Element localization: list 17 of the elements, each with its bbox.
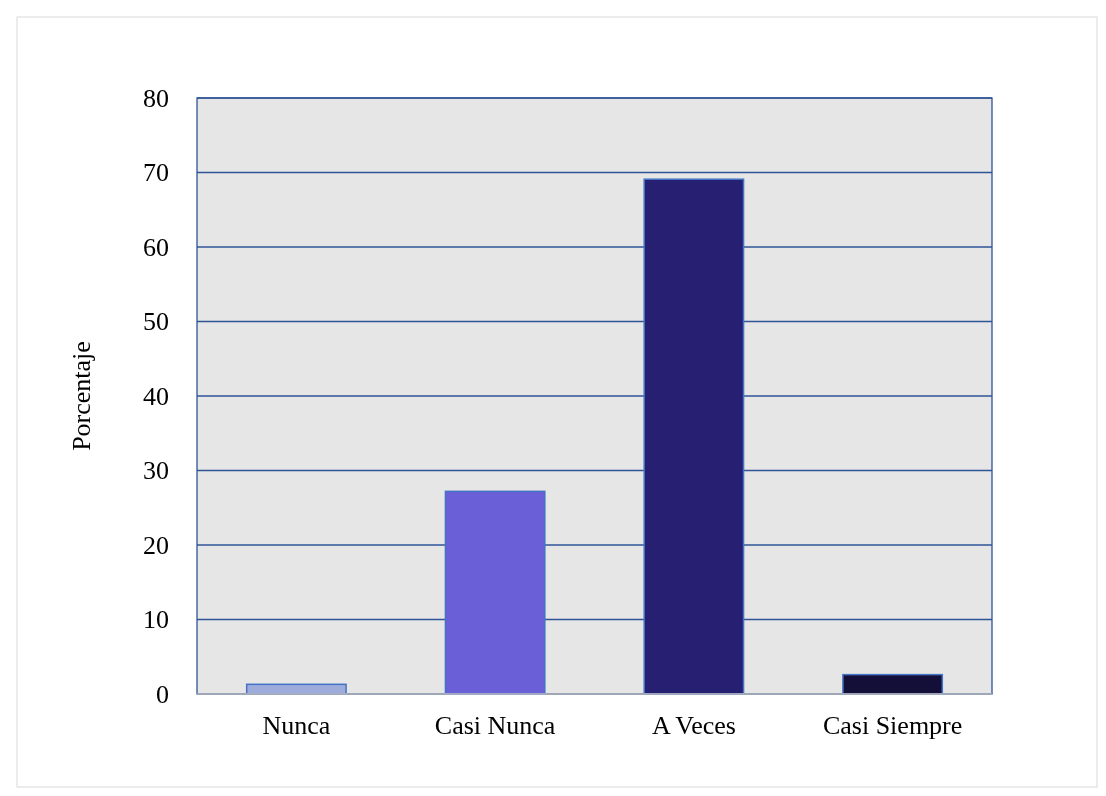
x-tick-label: Casi Nunca (434, 711, 556, 741)
bar (444, 490, 546, 695)
bar (842, 673, 944, 695)
x-tick-label: Casi Siempre (822, 711, 963, 741)
y-tick-label: 50 (143, 307, 169, 337)
y-tick-label: 40 (143, 381, 169, 411)
y-tick-label: 70 (143, 158, 169, 188)
y-tick-label: 0 (156, 679, 169, 709)
y-tick-label: 20 (143, 530, 169, 560)
x-tick-label: A Veces (651, 711, 736, 741)
bar (643, 178, 745, 695)
y-tick-label: 60 (143, 232, 169, 262)
x-tick-label: Nunca (262, 711, 331, 741)
y-tick-label: 30 (143, 456, 169, 486)
y-axis-title: Porcentaje (67, 341, 96, 451)
y-tick-label: 10 (143, 605, 169, 635)
y-tick-label: 80 (143, 83, 169, 113)
